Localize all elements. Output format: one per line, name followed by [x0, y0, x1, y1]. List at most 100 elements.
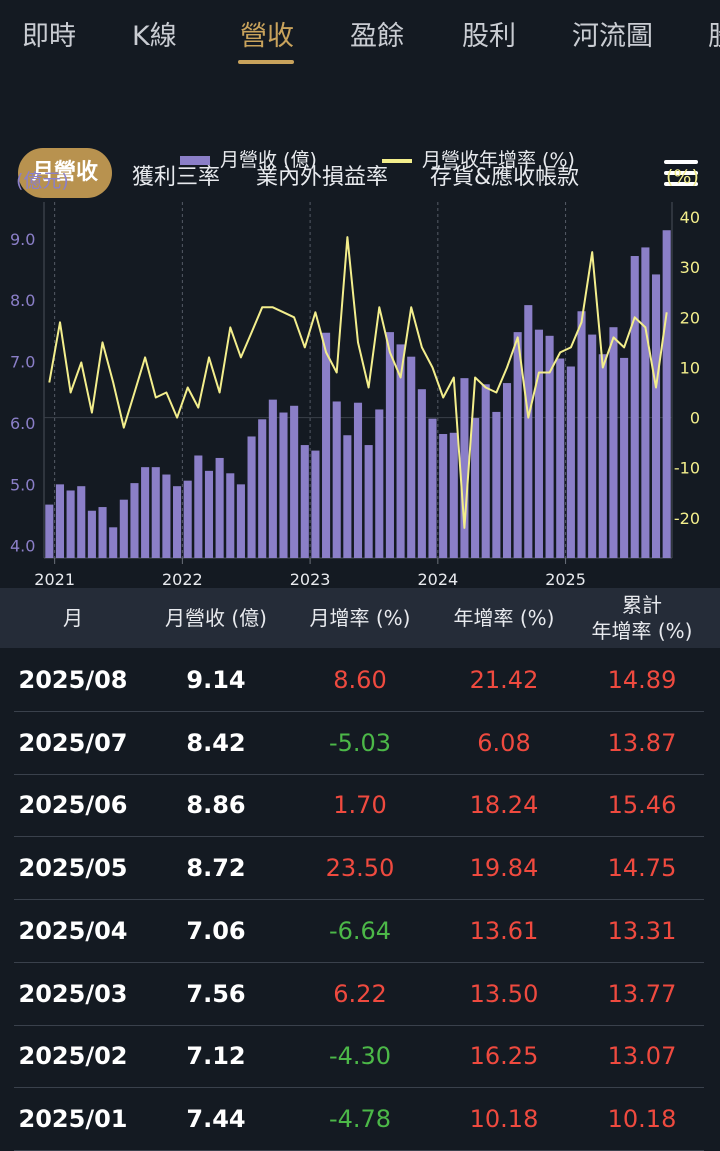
revenue-bar: [577, 311, 586, 558]
cell-cumulative: 14.89: [607, 666, 677, 694]
legend-bar-swatch: [180, 156, 210, 165]
revenue-bar: [66, 490, 75, 558]
subtab-nonoperating[interactable]: 業內外損益率: [256, 165, 389, 190]
revenue-chart: 9.0 8.0 7.0 6.0 5.0 4.0 40 30 20 10 0 -10 -20 2021 202…: [10, 202, 700, 588]
cell-mom: -6.64: [328, 916, 392, 945]
cell-month: 2025/06: [18, 791, 128, 820]
legend-revenue-label: 月營收 (億): [220, 149, 317, 171]
tab-dividend[interactable]: 股利: [462, 21, 516, 52]
cell-month: 2025/02: [18, 1042, 128, 1071]
table-row[interactable]: 2025/03 7.56 6.22 13.50 13.77: [14, 963, 704, 1026]
legend-line-swatch: [382, 158, 412, 163]
cell-month: 2025/08: [18, 666, 128, 694]
revenue-bar: [417, 389, 426, 558]
cell-revenue: 9.14: [186, 666, 246, 694]
table-header: 月 月營收 (億) 月增率 (%) 年增率 (%) 累計 年增率 (%): [0, 588, 720, 648]
table-row[interactable]: 2025/06 8.86 1.70 18.24 15.46: [14, 774, 704, 838]
revenue-bar: [630, 256, 639, 558]
table-row[interactable]: 2025/07 8.42 -5.03 6.08 13.87: [14, 712, 704, 775]
revenue-bar: [204, 470, 214, 558]
revenue-bar: [492, 411, 501, 558]
th-month: 月: [63, 606, 83, 630]
revenue-bar: [481, 384, 490, 558]
right-axis-unit: (%): [666, 166, 699, 188]
revenue-bar: [119, 499, 128, 558]
th-revenue: 月營收 (億): [165, 606, 267, 630]
cell-yoy: 6.08: [477, 728, 531, 757]
table-row[interactable]: 2025/08 9.14 8.60 21.42 14.89: [14, 649, 704, 712]
cell-revenue: 8.72: [186, 854, 246, 883]
table-row[interactable]: 2025/02 7.12 -4.30 16.25 13.07: [14, 1025, 704, 1089]
tab-truncated[interactable]: 股: [708, 14, 720, 53]
revenue-bar: [449, 432, 458, 558]
table-row[interactable]: 2025/05 8.72 23.50 19.84 14.75: [14, 837, 704, 901]
cell-revenue: 8.42: [186, 728, 246, 757]
right-tick-label: 0: [690, 409, 700, 428]
revenue-bar: [141, 467, 150, 558]
cell-cumulative: 14.75: [607, 854, 677, 883]
cell-revenue: 7.44: [186, 1104, 246, 1133]
subtab-profit-ratios[interactable]: 獲利三率: [132, 165, 221, 190]
tab-earnings[interactable]: 盈餘: [350, 21, 404, 52]
cell-month: 2025/03: [18, 979, 128, 1008]
revenue-bar: [407, 356, 416, 558]
revenue-bar: [566, 366, 575, 558]
cell-cumulative: 13.07: [607, 1042, 677, 1071]
year-tick-label: 2022: [162, 570, 203, 588]
cell-yoy: 10.18: [469, 1104, 539, 1133]
left-tick-label: 9.0: [10, 230, 35, 249]
revenue-bar: [226, 473, 235, 558]
revenue-bar: [311, 450, 320, 558]
year-tick-label: 2023: [290, 570, 331, 588]
sub-tab-bar: 月營收 獲利三率 業內外損益率 存貨&應收帳款: [0, 72, 720, 198]
revenue-bar: [268, 399, 277, 558]
revenue-bar: [364, 445, 373, 558]
tab-realtime[interactable]: 即時: [22, 21, 76, 52]
revenue-bar: [502, 383, 512, 558]
revenue-bar: [641, 247, 650, 558]
revenue-bar: [662, 230, 671, 558]
revenue-bar: [77, 486, 86, 558]
th-mom: 月增率 (%): [309, 606, 411, 630]
tab-river-chart[interactable]: 河流圖: [572, 21, 653, 52]
revenue-bar: [598, 354, 607, 558]
tab-kline[interactable]: K線: [132, 21, 177, 52]
revenue-bar: [87, 510, 96, 558]
cell-month: 2025/04: [18, 916, 128, 945]
cell-mom: 6.22: [333, 979, 387, 1008]
left-tick-label: 7.0: [10, 353, 35, 372]
revenue-bar: [513, 332, 522, 558]
cell-yoy: 13.50: [469, 979, 539, 1008]
revenue-bar: [396, 344, 405, 558]
table-row[interactable]: 2025/01 7.44 -4.78 10.18 10.18: [14, 1088, 704, 1151]
revenue-bar: [620, 357, 629, 558]
tab-revenue[interactable]: 營收: [240, 21, 294, 52]
menu-list-icon[interactable]: [664, 160, 698, 186]
revenue-bar: [151, 467, 160, 558]
right-tick-label: 10: [680, 358, 700, 377]
th-cumulative: 累計 年增率 (%): [580, 592, 704, 644]
cell-yoy: 16.25: [469, 1042, 539, 1071]
right-tick-label: -10: [674, 459, 700, 478]
revenue-bar: [385, 332, 394, 558]
revenue-bar: [300, 445, 309, 558]
cell-yoy: 21.42: [469, 666, 539, 694]
revenue-bar: [609, 327, 618, 558]
subtab-inventory-receivables[interactable]: 存貨&應收帳款: [430, 165, 580, 190]
revenue-bar: [183, 480, 192, 558]
table-row[interactable]: 2025/04 7.06 -6.64 13.61 13.31: [14, 900, 704, 963]
cell-mom: 23.50: [325, 854, 395, 883]
left-tick-label: 6.0: [10, 414, 35, 433]
revenue-bar: [460, 378, 469, 558]
revenue-bar: [215, 457, 224, 558]
cell-cumulative: 13.31: [607, 916, 677, 945]
left-axis-unit: (億元): [16, 170, 69, 192]
cell-cumulative: 13.87: [607, 728, 677, 757]
year-tick-label: 2024: [417, 570, 458, 588]
th-yoy: 年增率 (%): [453, 606, 555, 630]
cell-mom: 1.70: [333, 791, 387, 820]
subtab-monthly-revenue[interactable]: 月營收: [18, 148, 113, 198]
revenue-bar: [98, 507, 107, 558]
cell-revenue: 7.56: [186, 979, 246, 1008]
th-cumulative-line2: 年增率 (%): [591, 619, 693, 643]
